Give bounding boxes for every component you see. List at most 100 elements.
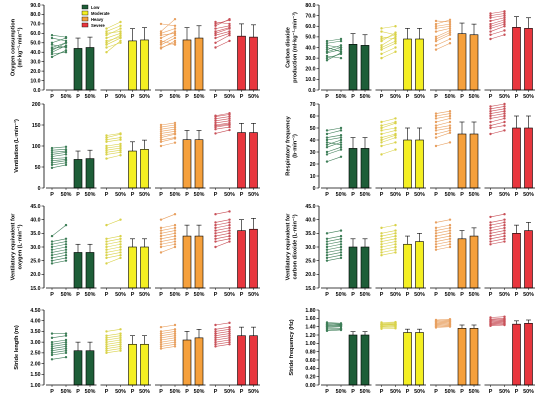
individual-point	[489, 114, 492, 118]
individual-point	[228, 340, 231, 344]
individual-line	[435, 115, 451, 119]
y-tick-label: 1.40	[305, 324, 315, 330]
individual-point	[503, 25, 506, 28]
individual-line	[490, 320, 505, 322]
x-tick-label: 50%	[194, 94, 205, 100]
individual-line	[106, 42, 121, 48]
individual-point	[503, 213, 506, 216]
individual-point	[503, 321, 506, 324]
bar	[348, 334, 358, 386]
individual-point	[448, 317, 452, 321]
bar	[403, 38, 412, 91]
individual-point	[214, 128, 217, 131]
individual-line	[106, 154, 121, 159]
individual-point	[228, 122, 231, 126]
individual-point	[214, 237, 217, 240]
individual-point	[173, 343, 177, 346]
individual-point	[394, 248, 397, 251]
legend-swatch-moderate	[81, 10, 89, 16]
individual-line	[490, 11, 505, 14]
individual-point	[394, 245, 397, 249]
individual-point	[380, 321, 383, 324]
individual-point	[434, 325, 438, 328]
x-tick-label: P	[159, 94, 163, 100]
individual-point	[434, 237, 438, 240]
individual-line	[215, 241, 230, 248]
individual-point	[503, 240, 506, 243]
individual-point	[50, 43, 54, 46]
individual-line	[51, 252, 67, 256]
individual-line	[326, 230, 342, 234]
individual-point	[64, 243, 68, 246]
x-tick-label: 50%	[499, 94, 510, 100]
individual-point	[228, 210, 231, 213]
individual-point	[448, 18, 452, 22]
individual-line	[215, 126, 230, 130]
individual-point	[434, 248, 438, 251]
individual-point	[50, 351, 54, 355]
individual-point	[173, 34, 177, 37]
individual-point	[339, 143, 343, 146]
individual-line	[106, 219, 121, 226]
individual-point	[214, 119, 217, 123]
individual-point	[105, 237, 108, 240]
x-tick-label: 50%	[61, 94, 72, 100]
individual-point	[119, 248, 122, 251]
y-tick-label: 40.0	[305, 45, 315, 51]
x-tick-label: 50%	[248, 94, 259, 100]
individual-point	[380, 138, 383, 142]
individual-point	[119, 27, 122, 30]
individual-point	[159, 332, 163, 335]
y-tick-label: 15.0	[305, 286, 315, 292]
individual-point	[214, 343, 217, 346]
individual-point	[325, 321, 329, 324]
individual-point	[448, 114, 452, 118]
individual-point	[159, 232, 163, 235]
x-tick-label: 50%	[248, 389, 259, 395]
individual-point	[105, 347, 108, 350]
individual-point	[489, 234, 492, 238]
individual-point	[64, 245, 68, 249]
individual-point	[394, 31, 397, 34]
individual-point	[105, 43, 108, 46]
bar	[512, 127, 521, 189]
x-tick-label: P	[460, 192, 464, 198]
individual-point	[50, 245, 54, 249]
individual-point	[434, 144, 438, 148]
individual-point	[448, 321, 452, 324]
individual-line	[490, 235, 505, 240]
individual-line	[160, 238, 176, 242]
x-tick-label: P	[105, 94, 109, 100]
y-tick-label: 80.0	[305, 3, 315, 9]
individual-point	[159, 229, 163, 232]
individual-point	[105, 345, 108, 348]
individual-point	[434, 126, 438, 130]
individual-point	[173, 121, 177, 125]
bar	[457, 238, 467, 289]
individual-point	[434, 114, 438, 118]
legend-label-heavy: Heavy	[91, 17, 104, 22]
individual-point	[339, 234, 343, 238]
legend-label-severe: Severe	[91, 23, 105, 28]
individual-point	[119, 138, 122, 141]
individual-line	[51, 249, 67, 253]
individual-point	[64, 347, 68, 350]
individual-line	[490, 230, 505, 234]
individual-line	[215, 230, 230, 234]
x-tick-label: P	[131, 192, 135, 198]
individual-point	[119, 30, 122, 33]
individual-point	[489, 322, 492, 325]
y-tick-label: 20	[310, 162, 316, 168]
individual-point	[50, 34, 54, 37]
x-tick-label: 50%	[390, 389, 401, 395]
individual-point	[339, 129, 343, 132]
x-tick-label: P	[76, 292, 80, 298]
individual-point	[489, 117, 492, 120]
y-axis-label: production (ml·kg⁻¹·min⁻¹)	[292, 12, 299, 83]
individual-point	[325, 248, 329, 251]
individual-point	[173, 245, 177, 249]
individual-point	[50, 243, 54, 246]
individual-line	[215, 331, 230, 334]
x-tick-label: P	[406, 192, 410, 198]
individual-line	[106, 143, 121, 147]
